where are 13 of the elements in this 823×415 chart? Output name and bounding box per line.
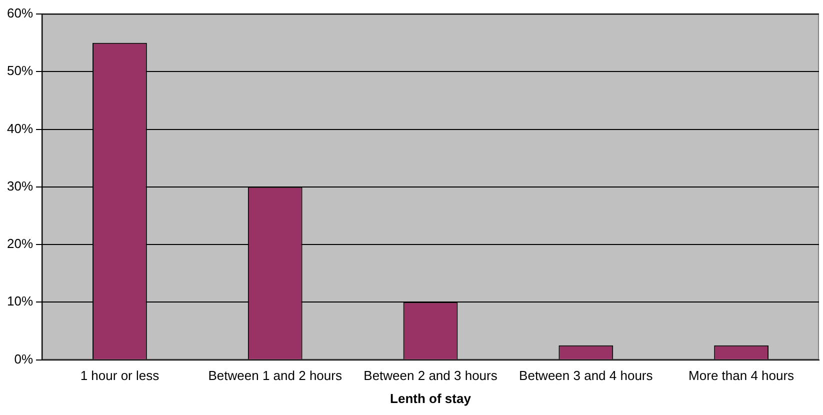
x-axis-title: Lenth of stay — [390, 390, 472, 406]
x-tick-label: Between 2 and 3 hours — [364, 368, 498, 384]
x-tick-label: Between 1 and 2 hours — [208, 368, 342, 384]
y-tick-label: 20% — [6, 236, 34, 252]
y-tick-label: 0% — [14, 351, 34, 366]
x-tick-label: 1 hour or less — [80, 368, 160, 384]
y-tick-label: 50% — [6, 63, 34, 78]
x-tick-label: More than 4 hours — [688, 368, 795, 384]
y-tick-label: 60% — [6, 6, 34, 21]
y-tick-label: 10% — [6, 294, 34, 309]
x-tick-label: Between 3 and 4 hours — [519, 368, 654, 384]
y-tick-label: 30% — [6, 178, 34, 194]
y-tick-label: 40% — [6, 120, 34, 136]
